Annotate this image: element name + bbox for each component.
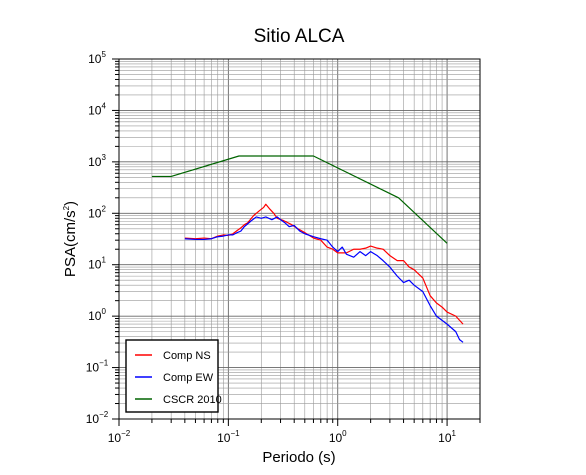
x-tick-label-exponent: −2 [121,429,131,438]
y-tick-label-exponent: 0 [101,307,106,316]
series-layer [151,155,464,343]
x-tick-labels: 10−2 10−1 100 101 [108,429,457,445]
y-axis-label-prefix: PSA(cm/s [62,210,79,277]
x-tick-label: 100 [329,429,347,445]
y-tick-label-base: 10 [86,412,100,426]
y-axis-label: PSA(cm/s2) [62,201,79,277]
y-tick-label: 104 [88,101,106,117]
y-tick-label-base: 10 [88,155,102,169]
chart-legend: Comp NS Comp EW CSCR 2010 [125,339,222,413]
y-tick-label-base: 10 [88,52,102,66]
legend-label-cscr-2010: CSCR 2010 [163,394,222,406]
y-tick-label-base: 10 [88,103,102,117]
y-tick-label-exponent: 3 [101,153,106,162]
legend-label-comp-ew: Comp EW [163,372,214,384]
y-tick-label: 10−2 [86,410,109,426]
x-tick-label-exponent: −1 [230,429,240,438]
y-tick-label-exponent: 5 [101,50,106,59]
x-axis-label: Periodo (s) [262,449,335,466]
y-tick-label-exponent: −2 [99,410,109,419]
x-tick-label-base: 10 [329,431,343,445]
series-line-cscr-2010 [151,155,448,244]
y-tick-label: 100 [88,307,106,323]
y-tick-label-base: 10 [86,361,100,375]
x-tick-label-base: 10 [217,431,231,445]
plot-frame [118,58,481,420]
y-tick-label: 101 [88,256,106,272]
x-tick-label: 10−2 [108,429,131,445]
plot-grid [118,58,481,420]
chart-title: Sitio ALCA [254,26,345,47]
y-tick-label: 103 [88,153,106,169]
series-line-comp-ns [184,203,464,325]
x-tick-label: 101 [438,429,456,445]
legend-box [125,339,219,413]
x-tick-label-exponent: 1 [452,429,457,438]
x-tick-label-exponent: 0 [342,429,347,438]
x-tick-label-base: 10 [108,431,122,445]
y-tick-label-exponent: 1 [101,256,106,265]
y-tick-label: 105 [88,50,106,66]
y-tick-label: 102 [88,204,106,220]
y-axis-label-suffix: ) [62,201,79,206]
y-tick-label-exponent: 4 [101,101,106,110]
x-tick-label-base: 10 [438,431,452,445]
series-line-comp-ew [184,216,464,343]
y-tick-label-base: 10 [88,309,102,323]
legend-label-comp-ns: Comp NS [163,350,211,362]
y-axis-label-superscript: 2 [62,205,71,210]
axis-ticks [112,58,481,426]
y-tick-label-base: 10 [88,206,102,220]
x-tick-label: 10−1 [217,429,240,445]
y-tick-label-base: 10 [88,258,102,272]
y-tick-label: 10−1 [86,359,109,375]
y-tick-label-exponent: −1 [99,359,109,368]
y-tick-label-exponent: 2 [101,204,106,213]
